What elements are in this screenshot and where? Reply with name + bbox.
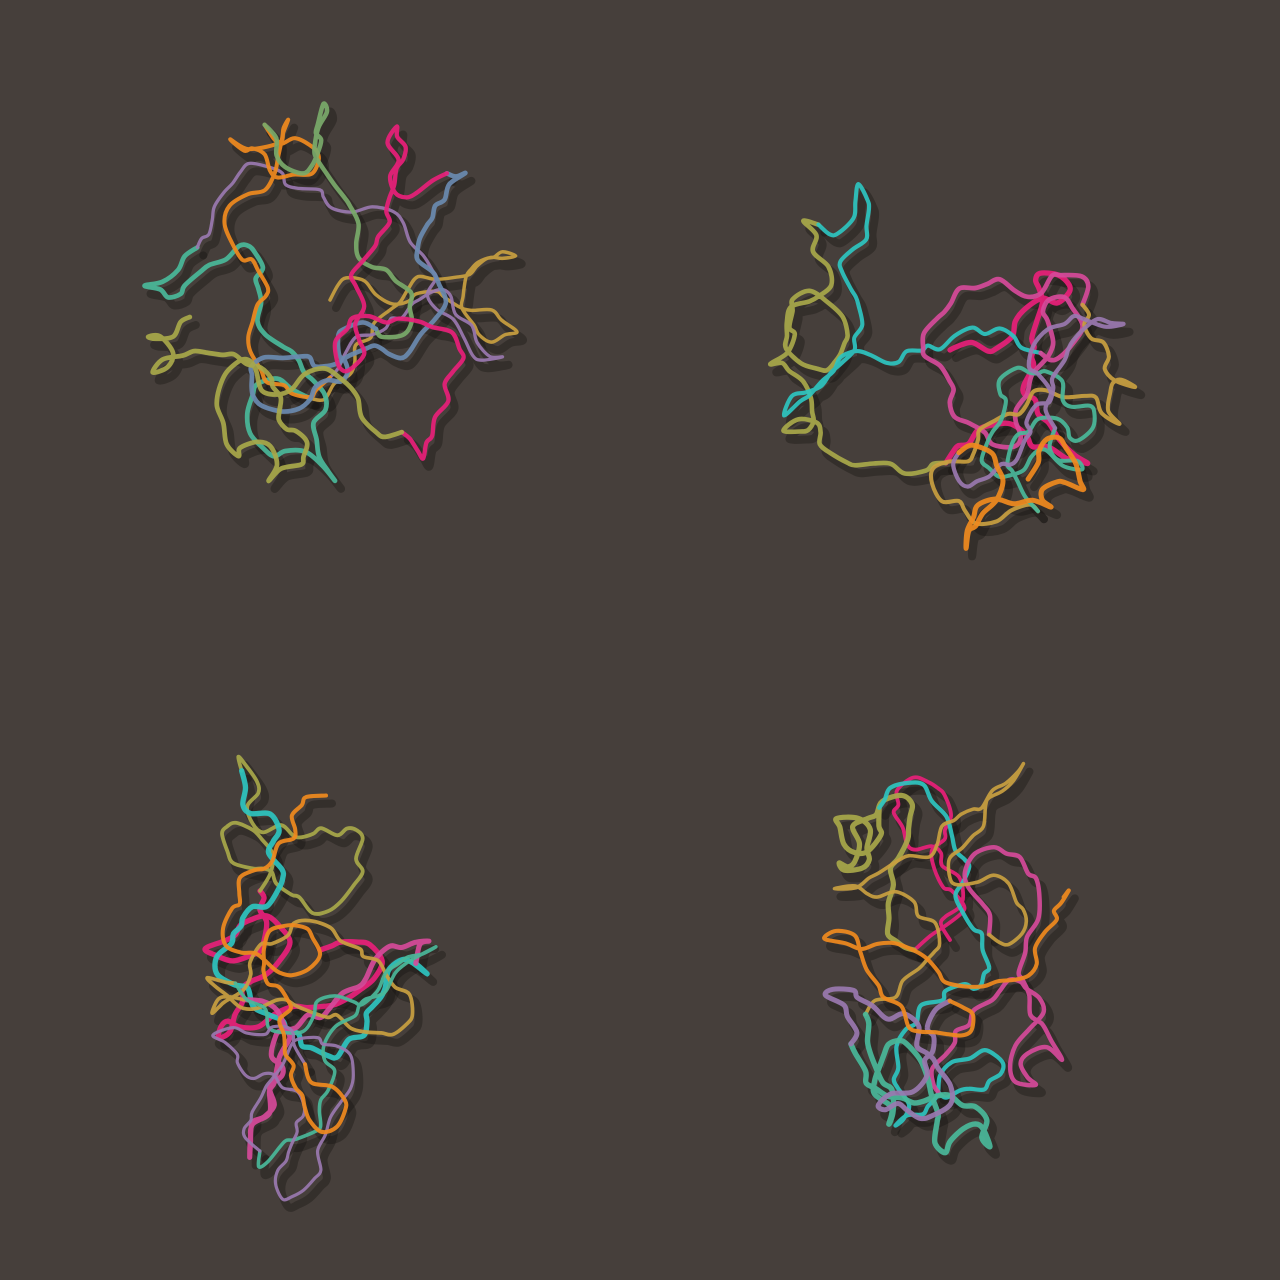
strand [822, 986, 955, 1122]
strand [822, 888, 1071, 1038]
strand [781, 182, 1043, 418]
strand [891, 775, 967, 953]
strand [212, 768, 430, 1061]
strand-shadow [214, 1030, 364, 1212]
strand-shadow [836, 767, 1037, 1027]
strand-shadow [224, 799, 357, 1145]
strand [920, 271, 1091, 450]
strand [832, 761, 1029, 1017]
strand-shadow [336, 130, 474, 471]
strand [211, 1024, 355, 1202]
strand [220, 754, 365, 916]
strand [142, 242, 338, 484]
strand-shadow [826, 894, 1079, 1048]
strand-shadow [983, 371, 1105, 524]
strand [145, 314, 405, 484]
strand-shadow [199, 167, 513, 390]
strand [929, 302, 1138, 527]
strand [220, 793, 349, 1135]
strand [929, 844, 1065, 1095]
strand [767, 218, 949, 477]
strand [262, 101, 415, 340]
strand [833, 792, 917, 953]
strand-layer [142, 101, 1138, 1202]
strand-shadow [252, 176, 476, 424]
strand [248, 170, 468, 414]
strand-shadow [772, 224, 956, 486]
strand-shadow [933, 851, 1073, 1105]
strand [956, 434, 1087, 551]
strand [332, 124, 466, 461]
strand [848, 1011, 993, 1156]
